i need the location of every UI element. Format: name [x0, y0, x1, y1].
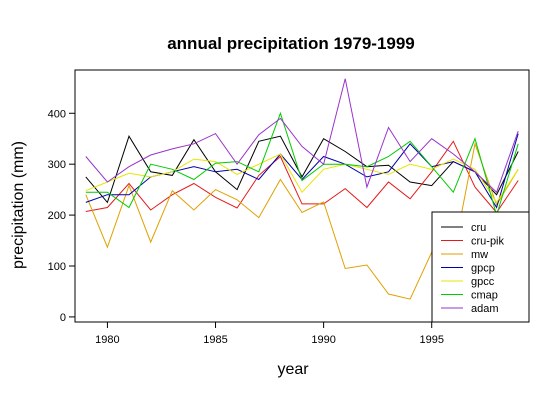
x-axis: 1980 1985 1990 1995 [95, 322, 444, 346]
x-tick-label-1980: 1980 [95, 334, 119, 346]
x-axis-label: year [277, 361, 309, 378]
legend-label-gpcp: gpcp [471, 263, 495, 275]
legend-label-gpcc: gpcc [471, 276, 495, 288]
y-tick-label-400: 400 [48, 108, 66, 120]
y-axis-label: precipitation (mm) [10, 141, 27, 269]
series-line-gpcp [85, 133, 519, 209]
chart-title: annual precipitation 1979-1999 [167, 34, 415, 53]
series-line-cru [85, 135, 519, 204]
x-tick-label-1985: 1985 [203, 334, 227, 346]
series-line-cru-pik [85, 140, 519, 214]
y-tick-label-0: 0 [60, 312, 66, 324]
y-tick-label-300: 300 [48, 159, 66, 171]
y-tick-label-200: 200 [48, 210, 66, 222]
legend-label-adam: adam [471, 303, 499, 315]
x-tick-label-1995: 1995 [419, 334, 443, 346]
y-tick-label-100: 100 [48, 261, 66, 273]
y-axis: 0 100 200 300 400 [48, 108, 75, 324]
series-line-adam [85, 78, 519, 194]
legend-label-cru-pik: cru-pik [471, 236, 505, 248]
legend-label-cru: cru [471, 222, 486, 234]
x-tick-label-1990: 1990 [311, 334, 335, 346]
series-line-gpcc [85, 153, 519, 204]
legend-label-cmap: cmap [471, 290, 498, 302]
legend-label-mw: mw [471, 249, 488, 261]
plot-frame [74, 69, 530, 323]
series-line-cmap [85, 111, 519, 217]
